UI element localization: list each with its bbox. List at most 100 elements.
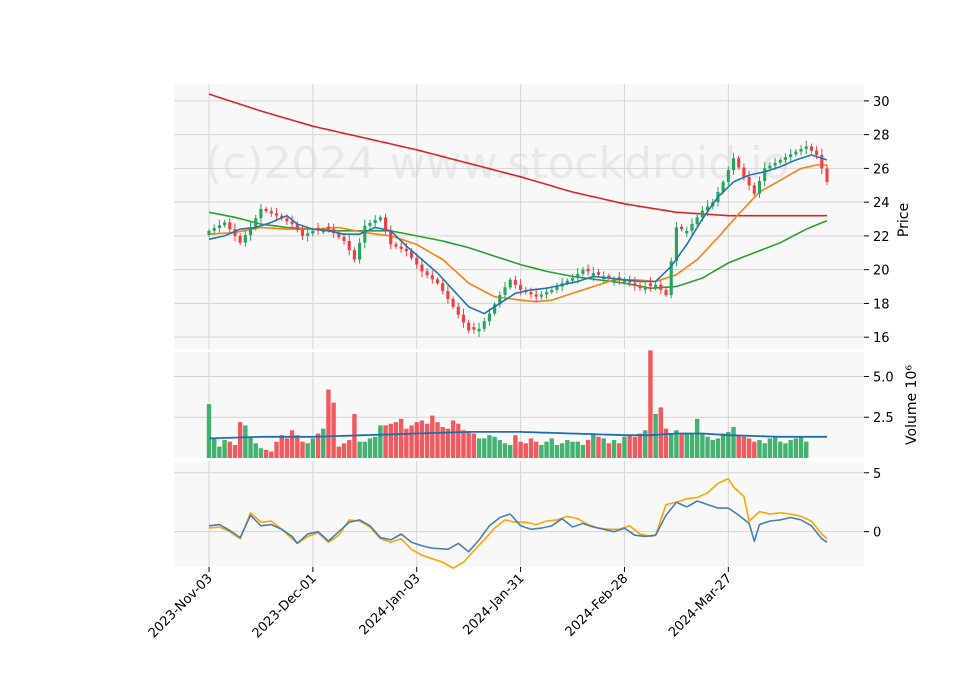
volume-bar	[502, 443, 508, 458]
candle-down	[461, 314, 466, 323]
volume-bar	[237, 422, 243, 458]
volume-bar	[450, 420, 456, 458]
volume-bar	[295, 435, 300, 458]
volume-bar	[580, 444, 586, 458]
candle-up	[804, 146, 808, 149]
oscillator-panel-background	[174, 461, 864, 567]
volume-bar	[513, 435, 518, 458]
candle-up	[482, 321, 486, 329]
candle-down	[456, 306, 460, 315]
candle-down	[596, 272, 601, 275]
volume-bar	[752, 441, 757, 458]
candle-down	[233, 229, 237, 236]
candle-up	[783, 157, 788, 160]
volume-bar	[211, 438, 217, 458]
volume-bar	[404, 428, 409, 458]
volume-bar	[357, 441, 362, 458]
candle-up	[690, 224, 694, 231]
volume-bar	[804, 441, 809, 458]
volume-bar	[653, 413, 658, 458]
candle-down	[441, 283, 445, 292]
volume-bar	[559, 443, 565, 458]
candle-down	[586, 268, 590, 272]
price-tick-label: 18	[873, 297, 890, 312]
volume-bar	[643, 430, 648, 458]
candle-down	[389, 230, 393, 245]
volume-bar	[720, 433, 726, 458]
volume-bar	[476, 438, 482, 458]
volume-bar	[492, 436, 497, 458]
candle-up	[757, 181, 762, 194]
candle-down	[638, 285, 642, 289]
candle-up	[259, 208, 263, 219]
candle-down	[534, 294, 538, 297]
volume-bar	[700, 433, 705, 458]
candle-down	[420, 264, 424, 272]
volume-y-axis: 2.5 5.0	[864, 370, 894, 426]
candle-down	[633, 282, 637, 286]
volume-bar	[263, 449, 269, 458]
volume-bar	[378, 425, 383, 458]
volume-bar	[575, 441, 580, 458]
sma-short-line	[208, 154, 828, 315]
volume-bar	[372, 436, 378, 458]
price-tick-label: 28	[873, 129, 890, 144]
candle-down	[352, 250, 356, 260]
watermark-text: (c)2024 www.stockdroid.io	[205, 138, 789, 189]
candle-down	[519, 284, 523, 290]
candle-down	[628, 279, 632, 283]
candle-up	[705, 206, 710, 211]
candle-down	[326, 226, 331, 230]
volume-bar	[736, 435, 741, 458]
candle-up	[550, 289, 554, 293]
volume-bar	[315, 433, 321, 458]
price-tick-label: 24	[873, 196, 890, 211]
volume-bar	[726, 431, 731, 458]
candle-up	[622, 279, 627, 283]
volume-bar	[456, 423, 461, 458]
volume-bar	[430, 415, 435, 458]
candle-up	[726, 170, 730, 182]
volume-bar	[424, 423, 430, 458]
volume-bar	[741, 436, 747, 458]
volume-bar	[585, 440, 591, 458]
candle-down	[737, 158, 741, 168]
volume-bar	[544, 441, 549, 458]
volume-bar	[679, 433, 684, 458]
volume-bar	[435, 422, 440, 458]
candle-down	[446, 291, 450, 299]
volume-bar	[518, 441, 523, 458]
volume-bar	[710, 440, 715, 458]
candle-up	[254, 218, 258, 228]
candle-up	[773, 162, 777, 166]
volume-bar	[549, 438, 554, 458]
candle-down	[342, 237, 346, 241]
volume-bar	[694, 418, 700, 458]
volume-bar	[622, 436, 627, 458]
candle-down	[285, 218, 289, 222]
volume-bar	[601, 438, 606, 458]
candle-down	[295, 224, 299, 231]
oscillator-lines	[208, 477, 828, 570]
candle-up	[311, 230, 315, 234]
candle-down	[825, 168, 829, 182]
sma-short-group	[208, 154, 828, 315]
candle-down	[415, 257, 419, 265]
candle-up	[612, 279, 616, 283]
candle-down	[300, 230, 305, 236]
volume-bar	[321, 428, 326, 458]
volume-bar	[767, 438, 773, 458]
volume-bar	[528, 438, 534, 458]
candle-down	[228, 222, 232, 230]
candle-up	[794, 151, 798, 155]
volume-bar	[658, 407, 664, 458]
volume-bar	[746, 438, 752, 458]
oscillator-y-axis: 05	[864, 467, 881, 541]
candle-down	[384, 217, 388, 231]
volume-bar	[798, 436, 804, 458]
candle-down	[820, 154, 824, 169]
candle-up	[248, 227, 253, 236]
volume-bar	[362, 441, 368, 458]
candle-up	[643, 287, 647, 290]
